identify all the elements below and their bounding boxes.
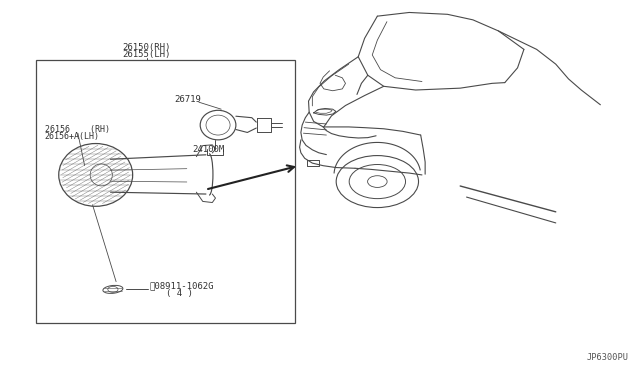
Text: 24100M: 24100M [193,145,225,154]
Text: 26156    (RH): 26156 (RH) [45,125,109,134]
Text: ( 4 ): ( 4 ) [166,289,193,298]
Text: JP6300PU: JP6300PU [587,353,629,362]
Text: 26719: 26719 [175,95,202,104]
Text: 26155(LH): 26155(LH) [122,50,171,59]
Text: 26150(RH): 26150(RH) [122,43,171,52]
Bar [36,61,294,323]
Text: 26156+A(LH): 26156+A(LH) [45,132,100,141]
Text: ⓝ08911-1062G: ⓝ08911-1062G [149,281,214,290]
